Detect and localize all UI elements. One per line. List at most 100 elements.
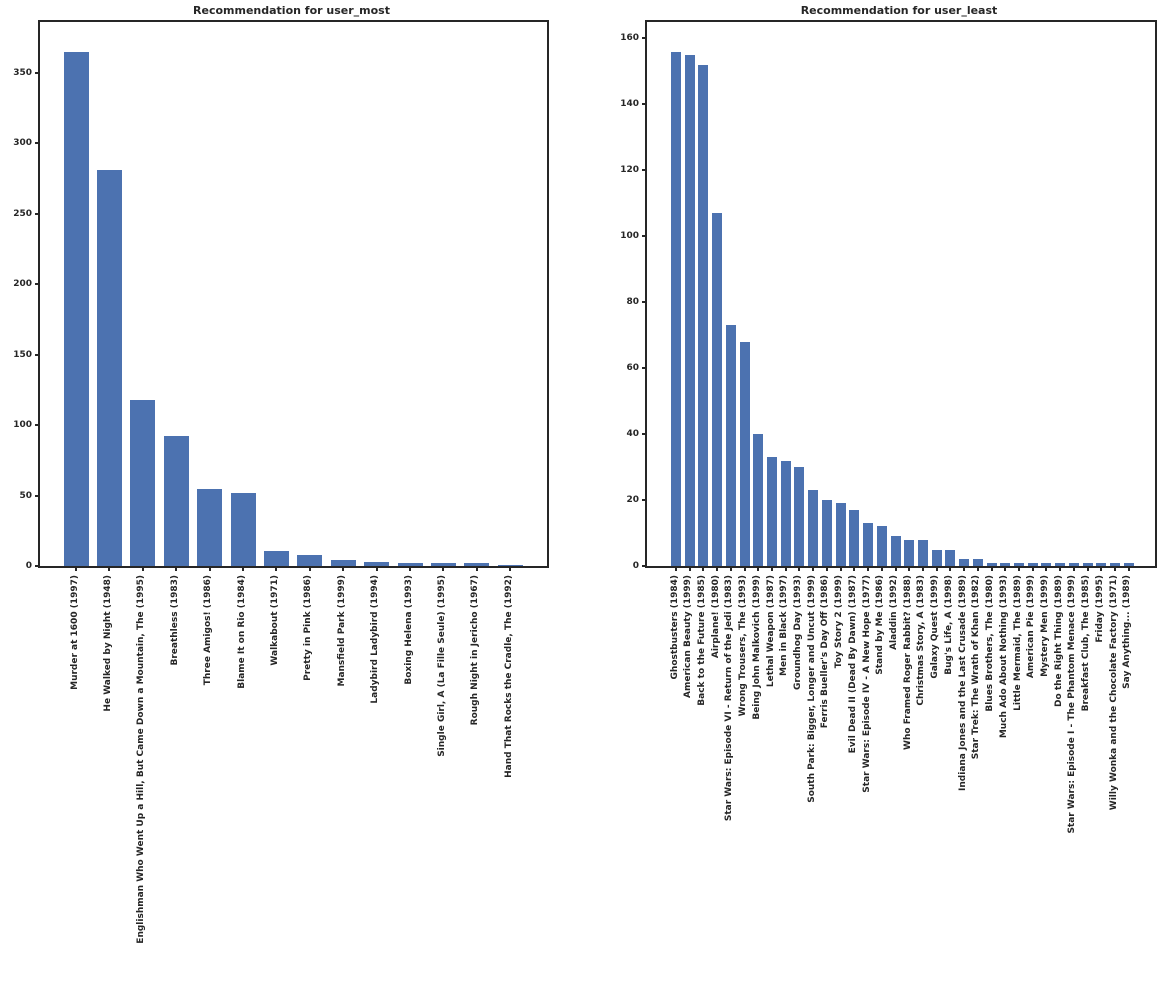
x-tick-label: He Walked by Night (1948) [102, 575, 113, 712]
x-tick-mark [853, 566, 856, 571]
x-tick-label: Breathless (1983) [169, 575, 180, 666]
x-tick-label: Being John Malkovich (1999) [751, 575, 762, 720]
x-tick-mark [1072, 566, 1075, 571]
x-tick-label: Blame It on Rio (1984) [236, 575, 247, 689]
x-tick-label: Star Wars: Episode I - The Phantom Menac… [1067, 575, 1078, 834]
bar [821, 500, 832, 566]
x-tick-label: Star Wars: Episode VI - Return of the Je… [724, 575, 735, 822]
bar [96, 169, 122, 566]
x-tick-label: Toy Story 2 (1999) [834, 575, 845, 669]
y-tick-mark [642, 367, 647, 370]
x-tick-label: Rough Night in Jericho (1967) [470, 575, 481, 726]
bar [890, 536, 901, 566]
x-tick-mark [976, 566, 979, 571]
x-tick-label: Men in Black (1997) [779, 575, 790, 676]
bar [931, 549, 942, 566]
x-tick-mark [175, 566, 178, 571]
x-tick-label: Wrong Trousers, The (1993) [738, 575, 749, 717]
x-tick-mark [784, 566, 787, 571]
bar [364, 561, 390, 566]
y-tick-label: 100 [620, 231, 639, 242]
x-tick-label: Little Mermaid, The (1989) [1012, 575, 1023, 711]
plot-area-user-least: 0 20 40 60 80 100 120 140 160 Ghostbusters (1984)… [620, 20, 1157, 834]
x-tick-mark [108, 566, 111, 571]
x-tick-mark [716, 566, 719, 571]
bar [684, 54, 695, 566]
x-tick-mark [509, 566, 512, 571]
y-tick-label: 100 [13, 420, 32, 431]
y-tick-label: 80 [626, 297, 639, 308]
x-tick-mark [1045, 566, 1048, 571]
bar [959, 559, 970, 566]
y-tick-mark [642, 235, 647, 238]
x-tick-label: Single Girl, A (La Fille Seule) (1995) [436, 575, 447, 757]
bar [397, 563, 423, 566]
x-tick-label: Mystery Men (1999) [1039, 575, 1050, 677]
bar [794, 467, 805, 566]
x-tick-label: Star Trek: The Wrath of Khan (1982) [971, 575, 982, 760]
x-tick-label: Christmas Story, A (1983) [916, 575, 927, 706]
bar [297, 554, 323, 566]
x-tick-label: Who Framed Roger Rabbit? (1988) [902, 575, 913, 750]
x-tick-label: American Pie (1999) [1026, 575, 1037, 679]
bar [1055, 562, 1066, 566]
x-tick-mark [1114, 566, 1117, 571]
y-tick-mark [35, 494, 40, 497]
bar [63, 51, 89, 566]
x-tick-label: Much Ado About Nothing (1993) [998, 575, 1009, 739]
x-tick-mark [1018, 566, 1020, 571]
x-tick-label: Englishman Who Went Up a Hill, But Came … [136, 575, 147, 944]
y-tick-mark [642, 37, 647, 40]
x-tick-mark [275, 566, 278, 571]
x-tick-label: Ghostbusters (1984) [669, 575, 680, 680]
x-tick-mark [729, 566, 732, 571]
y-tick-label: 50 [19, 490, 32, 501]
x-tick-label: Bug's Life, A (1998) [943, 575, 954, 675]
x-tick-label: Walkabout (1971) [269, 575, 280, 666]
bar [808, 490, 819, 566]
x-tick-mark [1100, 566, 1103, 571]
x-tick-mark [409, 566, 411, 571]
y-tick-label: 0 [632, 561, 639, 571]
x-tick-label: Mansfield Park (1999) [336, 575, 347, 687]
y-tick-mark [642, 103, 647, 106]
bar [1082, 562, 1093, 566]
x-tick-mark [242, 566, 244, 571]
bar [739, 341, 750, 566]
bar [849, 509, 860, 566]
bar [1110, 562, 1121, 566]
y-tick-mark [642, 499, 647, 502]
bar [917, 539, 928, 566]
bar [945, 549, 956, 566]
x-tick-label: Willy Wonka and the Chocolate Factory (1… [1108, 575, 1119, 811]
y-tick-label: 60 [626, 363, 639, 374]
y-tick-mark [35, 565, 40, 567]
x-tick-mark [1004, 566, 1007, 571]
x-tick-mark [675, 566, 677, 571]
bar [464, 563, 490, 566]
x-tick-label: Stand by Me (1986) [875, 575, 886, 675]
bar [1096, 562, 1107, 566]
bar [1000, 562, 1011, 566]
x-tick-mark [1059, 566, 1062, 571]
x-tick-mark [963, 566, 966, 571]
x-tick-mark [1031, 566, 1034, 571]
x-tick-mark [141, 566, 144, 571]
x-tick-mark [442, 566, 445, 571]
y-tick-mark [642, 169, 647, 172]
x-tick-label: Boxing Helena (1993) [403, 575, 414, 685]
y-tick-label: 300 [13, 138, 32, 149]
bar [753, 434, 764, 566]
x-tick-label: Three Amigos! (1986) [203, 575, 214, 686]
x-tick-mark [702, 566, 705, 571]
x-tick-label: Breakfast Club, The (1985) [1081, 575, 1092, 712]
x-tick-mark [743, 566, 746, 571]
x-tick-mark [688, 566, 691, 571]
x-tick-mark [208, 566, 211, 571]
x-tick-label: Hand That Rocks the Cradle, The (1992) [503, 575, 514, 778]
y-tick-mark [642, 301, 647, 304]
x-tick-mark [921, 566, 924, 571]
x-tick-mark [1086, 566, 1089, 571]
x-tick-mark [475, 566, 478, 571]
x-tick-mark [75, 566, 77, 571]
